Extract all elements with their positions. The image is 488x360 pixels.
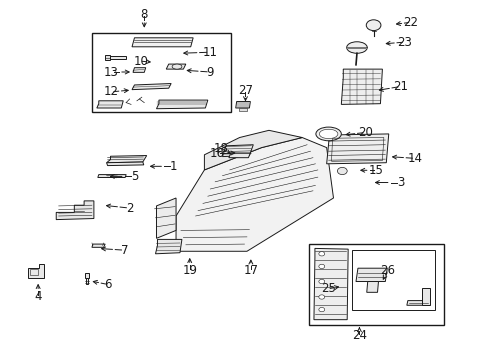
Polygon shape xyxy=(355,268,386,282)
Text: 22: 22 xyxy=(403,16,417,29)
Text: 25: 25 xyxy=(321,282,335,295)
Polygon shape xyxy=(406,301,429,305)
Polygon shape xyxy=(238,108,247,111)
Ellipse shape xyxy=(172,64,182,69)
Ellipse shape xyxy=(315,127,341,141)
Circle shape xyxy=(318,264,324,269)
Polygon shape xyxy=(85,278,88,284)
Text: 6: 6 xyxy=(103,278,111,291)
Polygon shape xyxy=(156,100,207,109)
Text: 1: 1 xyxy=(169,160,177,173)
Text: 26: 26 xyxy=(380,264,394,277)
Polygon shape xyxy=(97,101,123,108)
Bar xyxy=(351,250,434,310)
Text: 7: 7 xyxy=(121,244,128,257)
Text: 19: 19 xyxy=(182,264,197,277)
Polygon shape xyxy=(176,138,333,251)
Circle shape xyxy=(318,279,324,284)
Text: 11: 11 xyxy=(203,46,217,59)
Polygon shape xyxy=(366,282,378,292)
Text: 9: 9 xyxy=(206,66,214,78)
Polygon shape xyxy=(56,201,94,220)
Text: 10: 10 xyxy=(133,55,148,68)
Polygon shape xyxy=(156,198,176,238)
Text: 2: 2 xyxy=(125,202,133,215)
Polygon shape xyxy=(421,288,429,305)
Polygon shape xyxy=(341,69,382,104)
Polygon shape xyxy=(133,68,145,72)
Text: 17: 17 xyxy=(243,264,258,277)
Circle shape xyxy=(318,252,324,256)
Polygon shape xyxy=(222,145,253,157)
Polygon shape xyxy=(326,134,388,164)
Text: 23: 23 xyxy=(397,36,411,49)
Bar xyxy=(308,244,443,325)
Text: 3: 3 xyxy=(396,176,404,189)
Polygon shape xyxy=(105,55,110,60)
Text: 15: 15 xyxy=(368,164,383,177)
Text: 16: 16 xyxy=(210,147,224,159)
Polygon shape xyxy=(98,175,126,177)
Polygon shape xyxy=(166,64,185,69)
Circle shape xyxy=(318,307,324,312)
Ellipse shape xyxy=(319,129,337,139)
Polygon shape xyxy=(106,56,126,59)
Polygon shape xyxy=(28,264,44,278)
Text: 24: 24 xyxy=(351,329,366,342)
Polygon shape xyxy=(313,248,347,320)
Polygon shape xyxy=(132,38,193,47)
Text: 21: 21 xyxy=(393,80,407,93)
Polygon shape xyxy=(106,162,143,166)
Text: 13: 13 xyxy=(104,66,119,78)
Polygon shape xyxy=(84,273,89,278)
Text: 12: 12 xyxy=(104,85,119,98)
Text: 18: 18 xyxy=(213,142,228,155)
Text: 27: 27 xyxy=(238,84,252,97)
Circle shape xyxy=(366,20,380,31)
Polygon shape xyxy=(228,153,250,158)
Ellipse shape xyxy=(346,42,366,53)
Text: 20: 20 xyxy=(358,126,372,139)
Text: 4: 4 xyxy=(34,291,42,303)
Polygon shape xyxy=(204,130,302,170)
Bar xyxy=(92,33,230,112)
Polygon shape xyxy=(132,84,171,90)
Polygon shape xyxy=(155,239,182,254)
Circle shape xyxy=(318,295,324,299)
Text: 14: 14 xyxy=(407,152,422,165)
Polygon shape xyxy=(235,102,250,108)
Polygon shape xyxy=(92,244,105,247)
Circle shape xyxy=(337,167,346,175)
Text: 8: 8 xyxy=(140,8,148,21)
Text: 5: 5 xyxy=(130,170,138,183)
Polygon shape xyxy=(106,156,146,163)
